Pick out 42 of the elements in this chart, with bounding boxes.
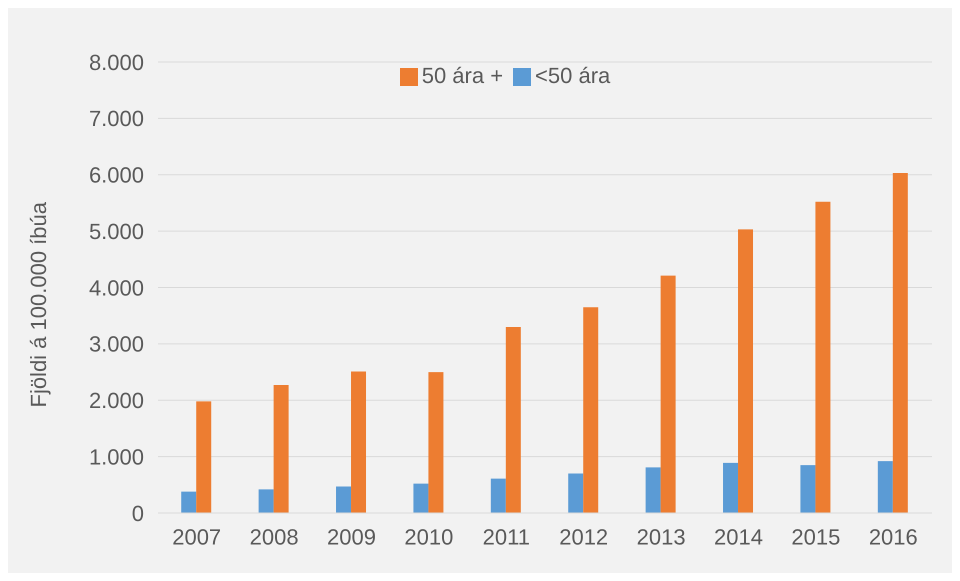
bar (506, 326, 521, 513)
bar (428, 372, 444, 513)
bar (738, 229, 754, 513)
x-tick-label: 2008 (250, 524, 299, 550)
bar (583, 307, 598, 513)
y-tick-label: 2.000 (88, 388, 144, 414)
x-tick-label: 2014 (714, 524, 763, 550)
bar (568, 474, 584, 513)
x-tick-label: 2012 (559, 524, 608, 550)
x-tick-label: 2011 (482, 524, 530, 550)
bar (181, 492, 196, 513)
bar (351, 372, 366, 513)
legend-label: <50 ára (535, 63, 610, 88)
bar (892, 173, 908, 513)
bar (723, 462, 738, 513)
x-tick-label: 2010 (404, 524, 454, 550)
bar (490, 478, 506, 513)
x-tick-label: 2009 (327, 524, 376, 550)
y-tick-label: 1.000 (88, 444, 144, 470)
bar (815, 202, 830, 513)
legend-label: 50 ára + (422, 63, 504, 88)
x-tick-label: 2007 (172, 524, 222, 550)
bar (274, 385, 289, 513)
bar (196, 401, 212, 513)
x-tick-label: 2013 (636, 524, 686, 550)
x-tick-label: 2016 (868, 524, 918, 550)
y-tick-label: 4.000 (88, 275, 144, 300)
y-tick-label: 0 (132, 500, 144, 526)
y-tick-label: 7.000 (88, 106, 144, 132)
bar (413, 484, 428, 513)
bar (336, 486, 352, 513)
bar (258, 489, 274, 513)
y-tick-label: 3.000 (88, 332, 144, 357)
bar (646, 467, 661, 513)
bar (660, 276, 676, 513)
y-tick-label: 8.000 (88, 50, 144, 75)
y-tick-label: 5.000 (88, 218, 144, 244)
y-axis-title: Fjöldi á 100.000 íbúa (26, 201, 51, 408)
x-tick-label: 2015 (791, 524, 840, 550)
y-tick-label: 6.000 (88, 162, 144, 188)
bar (800, 465, 816, 513)
bar (878, 461, 893, 513)
